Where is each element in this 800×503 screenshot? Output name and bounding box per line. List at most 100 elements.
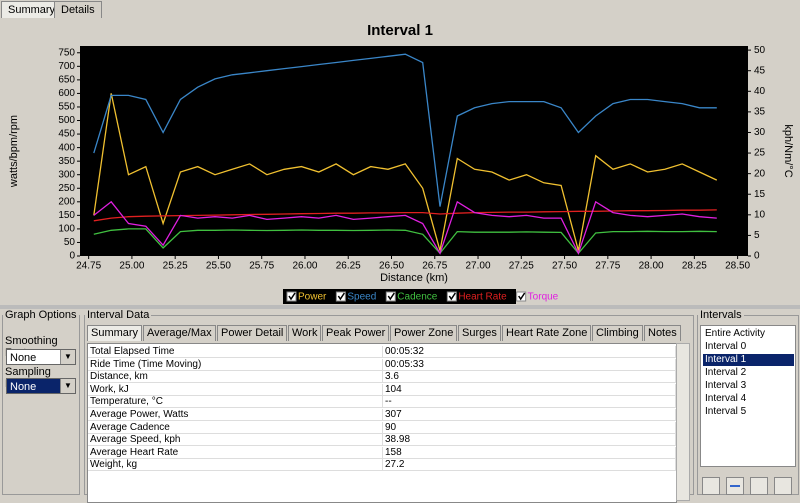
x-tick-label: 25.50 [206, 261, 231, 272]
legend-check [387, 292, 395, 301]
x-tick-label: 28.50 [725, 261, 750, 272]
dropdown-value: None [10, 381, 37, 393]
y2-tick-label: 20 [754, 168, 766, 179]
tab[interactable]: Work [288, 325, 322, 341]
tab[interactable]: Peak Power [322, 325, 390, 341]
y-tick-label: 400 [58, 142, 75, 153]
list-item[interactable]: Interval 1 [703, 354, 794, 366]
legend-checkbox [335, 291, 346, 302]
y-tick-label: 450 [58, 129, 75, 140]
table-cell: Average Speed, kph [88, 434, 383, 447]
y-tick-label: 250 [58, 183, 75, 194]
y2-tick-label: 40 [754, 86, 766, 97]
x-tick-label: 26.50 [379, 261, 404, 272]
data-table: Total Elapsed Time 00:05:32 Ride Time (Tim… [87, 343, 677, 503]
legend-label: Cadence [397, 292, 437, 303]
y-tick-label: 650 [58, 75, 75, 86]
table-row: Average Heart Rate 158 [88, 446, 676, 459]
series-line [93, 93, 718, 251]
y-tick-label: 100 [58, 224, 75, 235]
legend-check [518, 292, 526, 301]
list-item[interactable]: Interval 2 [705, 367, 747, 378]
scrollbar[interactable] [676, 343, 690, 501]
y-tick-label: 350 [58, 156, 75, 167]
legend-label: Torque [528, 292, 559, 303]
x-tick-label: 26.75 [422, 261, 447, 272]
table-cell: Average Cadence [88, 421, 383, 434]
tab[interactable]: Climbing [592, 325, 643, 341]
legend-checkbox [446, 291, 457, 302]
intervals: Intervals Entire Activity Interval 0 Int… [697, 309, 799, 495]
tab[interactable]: Notes [644, 325, 681, 341]
y-tick-label: 750 [58, 47, 75, 58]
x-tick-label: 28.00 [639, 261, 664, 272]
y2-tick-label: 25 [754, 148, 766, 159]
table-cell: Total Elapsed Time [88, 346, 383, 358]
x-tick-label: 27.00 [466, 261, 491, 272]
legend-checkbox [286, 291, 297, 302]
dropdown[interactable]: None ▼ [6, 349, 76, 365]
table-row: Work, kJ 104 [88, 383, 676, 396]
panel-title: Intervals [700, 309, 742, 321]
y2-tick-label: 0 [754, 251, 760, 262]
tab[interactable]: Power Detail [217, 325, 288, 341]
tab[interactable]: Summary [87, 325, 143, 341]
x-tick-label: 25.00 [119, 261, 144, 272]
tab[interactable]: Power Zone [390, 325, 458, 341]
button-row [702, 477, 796, 495]
remove-button[interactable] [726, 477, 744, 495]
interval-list: Entire Activity Interval 0 Interval 1 In… [700, 325, 796, 467]
table-cell: 104 [383, 383, 676, 396]
list-item[interactable]: Interval 4 [705, 393, 747, 404]
y2-tick-label: 10 [754, 209, 766, 220]
chart: Interval 1 watts/bpm/rpm kph/Nm/°C Dista… [0, 18, 800, 305]
list-item[interactable]: Entire Activity [705, 328, 766, 339]
dropdown-arrow[interactable]: ▼ [60, 379, 75, 393]
table-row: Weight, kg 27.2 [88, 459, 676, 472]
table-cell: 38.98 [383, 434, 676, 447]
table-cell: 00:05:33 [383, 358, 676, 371]
settings-button[interactable] [774, 477, 792, 495]
dropdown[interactable]: None ▼ [6, 378, 76, 394]
tab-bar: Summary Average/Max Power Detail Work Peak P… [87, 325, 687, 341]
y2-tick-label: 45 [754, 65, 766, 76]
legend-label: Heart Rate [458, 292, 507, 303]
add-button[interactable] [702, 477, 720, 495]
y-tick-label: 150 [58, 210, 75, 221]
dropdown-arrow[interactable]: ▼ [60, 350, 75, 364]
tab[interactable]: Details [54, 1, 102, 18]
table-cell: Ride Time (Time Moving) [88, 358, 383, 371]
chart-title: Interval 1 [367, 22, 433, 39]
x-tick-label: 25.25 [163, 261, 188, 272]
y-tick-label: 50 [64, 237, 76, 248]
x-tick-label: 27.50 [552, 261, 577, 272]
y-tick-label: 500 [58, 115, 75, 126]
legend-label: Power [298, 292, 327, 303]
y2-axis-label: kph/Nm/°C [782, 124, 794, 177]
y2-tick-label: 35 [754, 107, 766, 118]
interval-data: Interval Data Summary Average/Max Power De… [84, 309, 694, 503]
x-tick-label: 28.25 [682, 261, 707, 272]
table-cell: Average Power, Watts [88, 409, 383, 421]
tab[interactable]: Summary [1, 1, 63, 18]
y-tick-label: 550 [58, 102, 75, 113]
y-tick-label: 600 [58, 88, 75, 99]
series-line [93, 209, 717, 222]
splitter[interactable] [0, 305, 800, 309]
list-item[interactable]: Interval 3 [705, 380, 747, 391]
tab[interactable]: Heart Rate Zone [502, 325, 592, 341]
x-axis-label: Distance (km) [380, 272, 448, 284]
table-row: Average Speed, kph 38.98 [88, 434, 676, 447]
x-tick-label: 27.25 [509, 261, 534, 272]
legend-check [288, 292, 296, 301]
plus-button[interactable] [750, 477, 768, 495]
y2-tick-label: 15 [754, 189, 766, 200]
table-cell: 3.6 [383, 371, 676, 384]
tab[interactable]: Average/Max [143, 325, 216, 341]
list-item[interactable]: Interval 0 [705, 341, 747, 352]
tab[interactable]: Surges [458, 325, 501, 341]
series-line [93, 228, 717, 255]
table-row: Distance, km 3.6 [88, 371, 676, 384]
list-item[interactable]: Interval 5 [705, 406, 747, 417]
